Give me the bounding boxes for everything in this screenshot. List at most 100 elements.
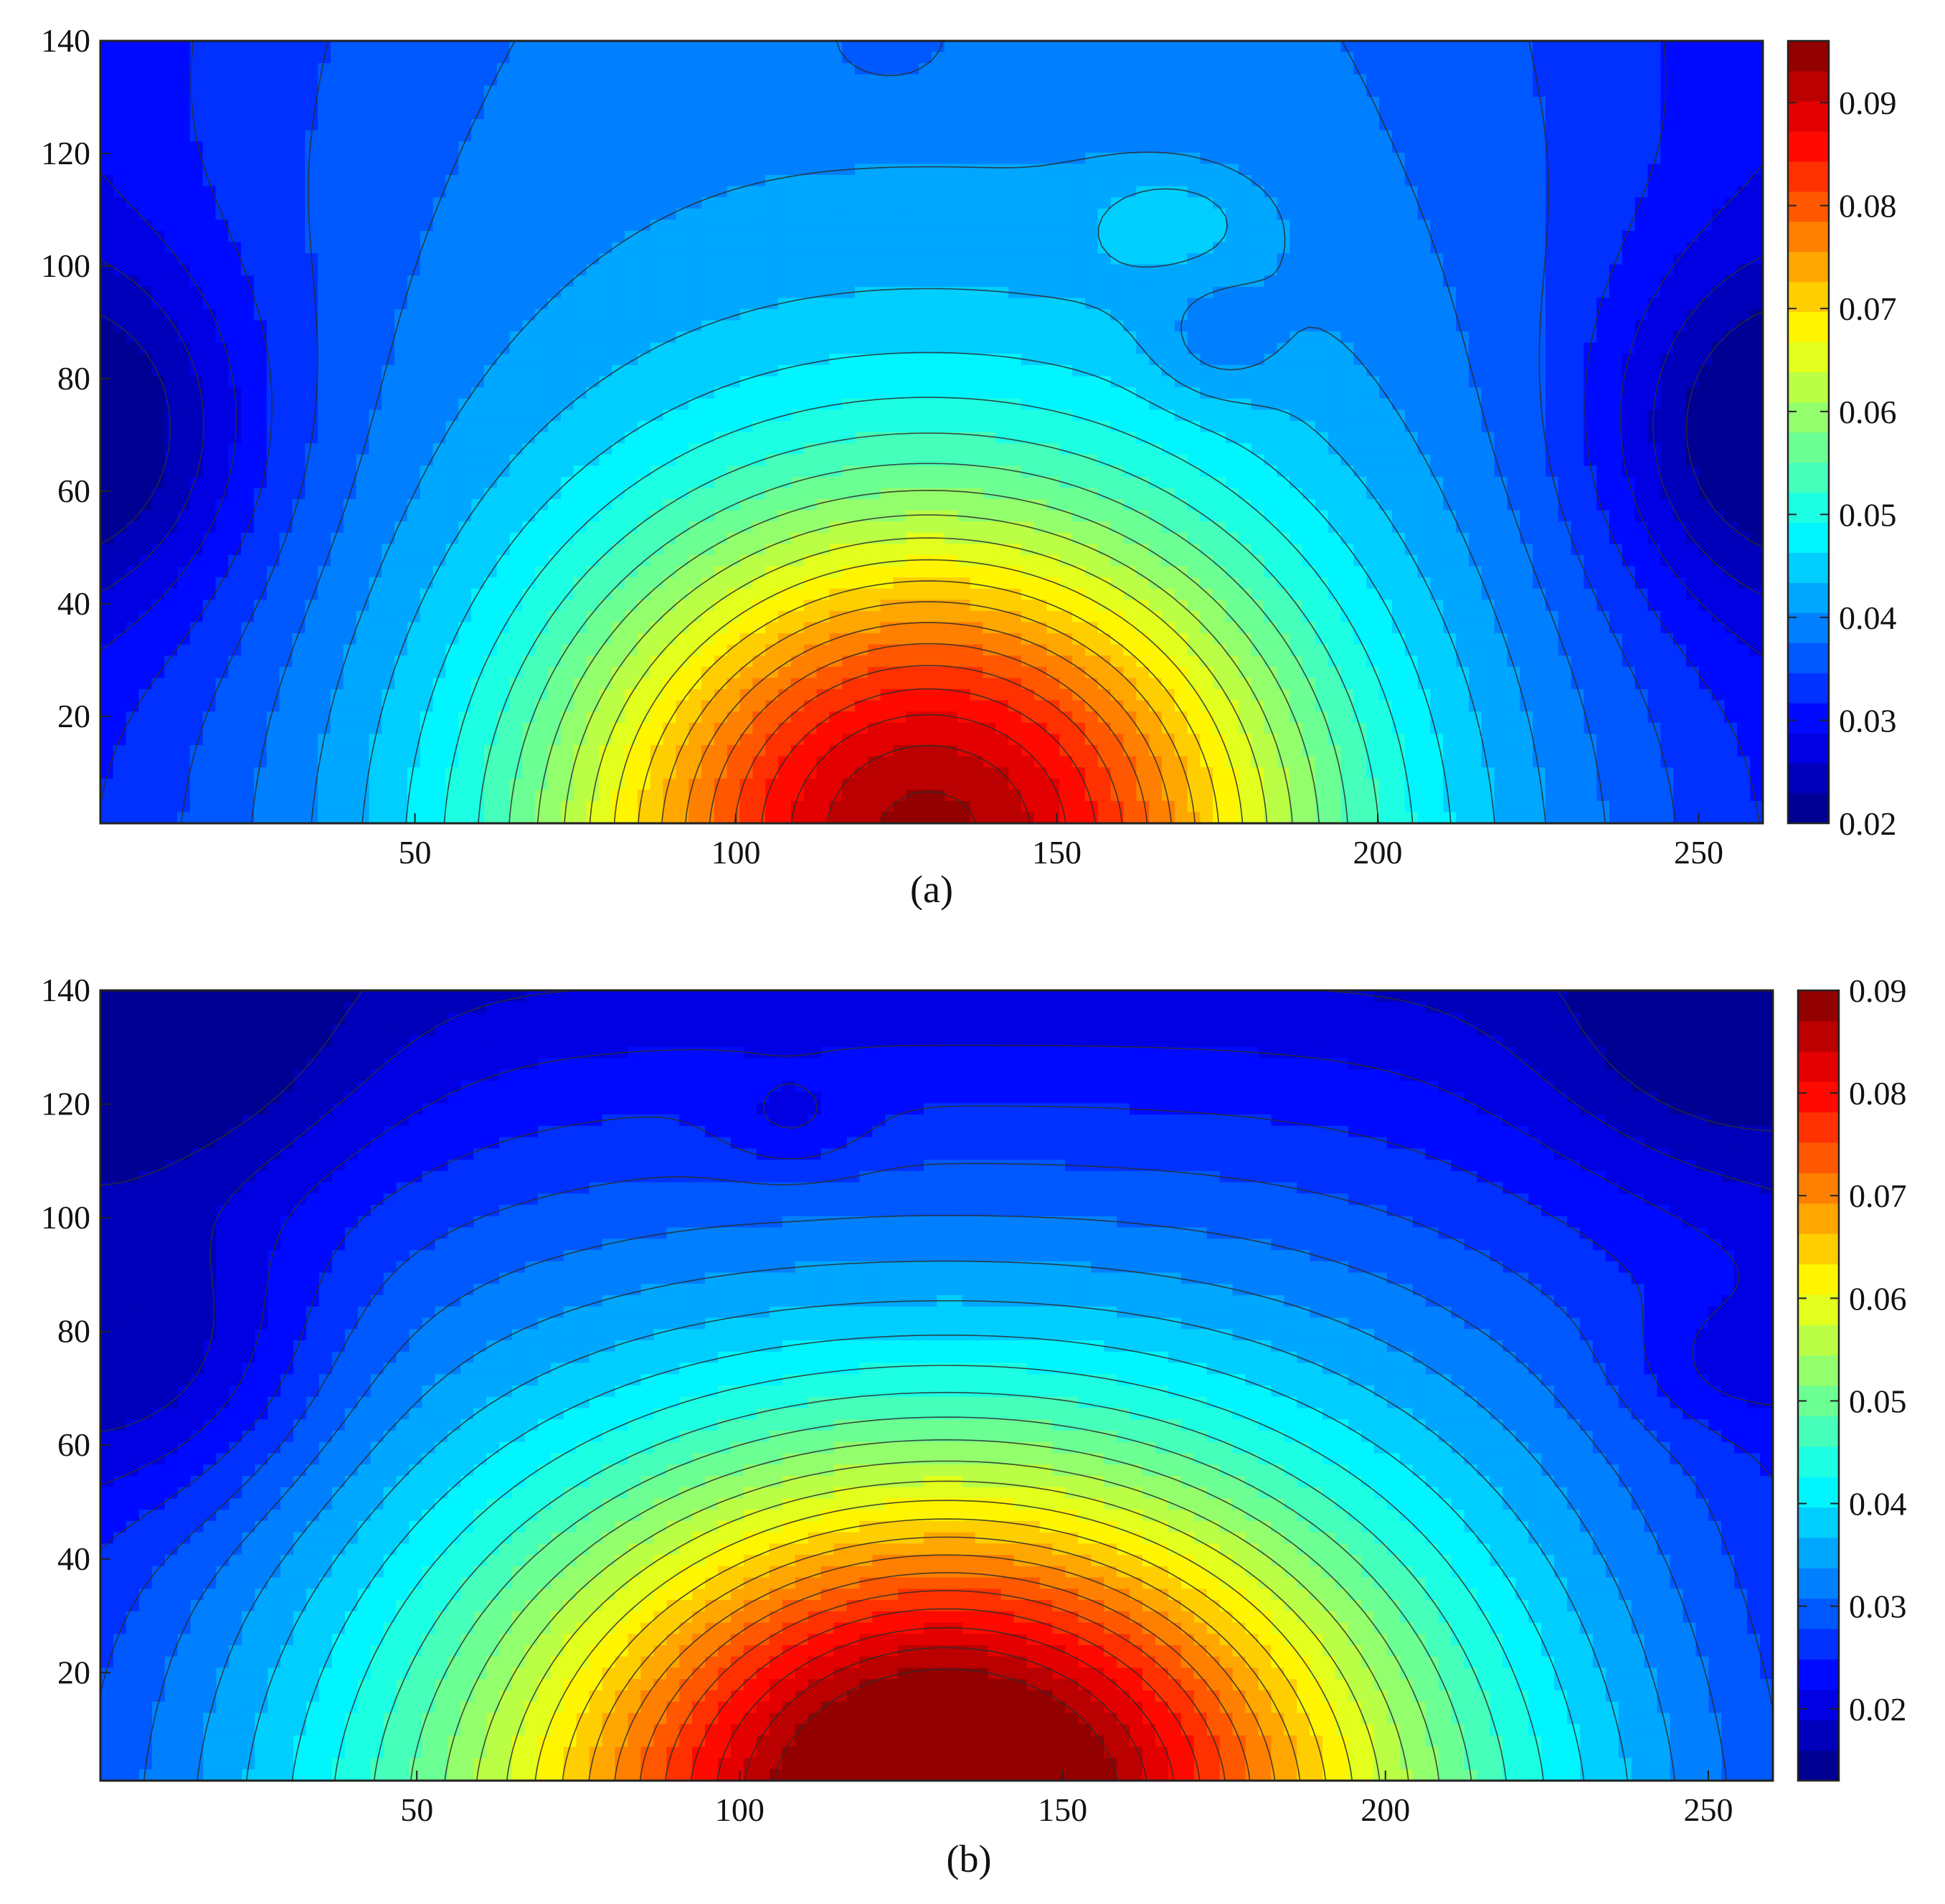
contour-cell — [1200, 231, 1213, 242]
contour-cell — [1482, 455, 1495, 466]
contour-cell — [1098, 186, 1111, 198]
contour-cell — [727, 164, 740, 175]
contour-cell — [1584, 331, 1596, 343]
contour-cell — [1239, 63, 1251, 75]
contour-cell — [267, 321, 280, 332]
contour-cell — [868, 175, 881, 186]
contour-cell — [1737, 75, 1750, 86]
contour-cell — [1136, 219, 1149, 231]
contour-cell — [1737, 119, 1750, 131]
contour-cell — [1251, 108, 1264, 120]
contour-cell — [1264, 41, 1277, 52]
contour-cell — [1648, 455, 1661, 466]
contour-cell — [1584, 265, 1596, 276]
contour-cell — [164, 63, 177, 75]
contour-cell — [1712, 409, 1725, 421]
contour-cell — [894, 365, 907, 376]
contour-cell — [1571, 354, 1584, 365]
contour-cell — [587, 343, 600, 354]
contour-cell — [1200, 409, 1213, 421]
contour-cell — [254, 455, 267, 466]
contour-cell — [970, 354, 983, 365]
contour-cell — [894, 321, 907, 332]
contour-cell — [241, 197, 254, 209]
contour-cell — [932, 85, 945, 97]
contour-cell — [1443, 253, 1456, 265]
contour-cell — [945, 421, 957, 432]
contour-cell — [1482, 197, 1495, 209]
contour-cell — [625, 253, 638, 265]
contour-cell — [625, 85, 638, 97]
contour-cell — [1302, 108, 1315, 120]
contour-cell — [855, 186, 868, 198]
contour-cell — [471, 399, 484, 410]
contour-cell — [1635, 455, 1648, 466]
contour-cell — [1660, 309, 1673, 321]
contour-cell — [151, 153, 164, 164]
contour-cell — [855, 287, 868, 298]
contour-cell — [817, 85, 830, 97]
contour-cell — [791, 41, 804, 52]
contour-cell — [1737, 421, 1750, 432]
contour-cell — [1353, 97, 1366, 108]
contour-cell — [1430, 119, 1443, 131]
contour-cell — [842, 275, 855, 287]
contour-cell — [1200, 298, 1213, 309]
contour-cell — [394, 399, 407, 410]
contour-cell — [894, 141, 907, 153]
contour-cell — [676, 365, 688, 376]
contour-cell — [842, 309, 855, 321]
contour-cell — [1315, 209, 1328, 220]
contour-cell — [587, 465, 600, 477]
contour-cell — [894, 354, 907, 365]
contour-cell — [957, 343, 970, 354]
contour-cell — [305, 287, 318, 298]
contour-cell — [113, 253, 126, 265]
contour-cell — [548, 253, 561, 265]
contour-cell — [1277, 175, 1289, 186]
contour-cell — [1136, 52, 1149, 64]
contour-cell — [1302, 253, 1315, 265]
contour-cell — [1712, 75, 1725, 86]
contour-cell — [688, 309, 701, 321]
contour-cell — [305, 153, 318, 164]
contour-cell — [1008, 409, 1021, 421]
contour-cell — [1226, 85, 1239, 97]
contour-cell — [164, 97, 177, 108]
contour-cell — [254, 52, 267, 64]
contour-cell — [1175, 275, 1188, 287]
contour-cell — [1392, 164, 1405, 175]
contour-cell — [842, 141, 855, 153]
contour-cell — [1495, 399, 1508, 410]
contour-cell — [791, 465, 804, 477]
contour-cell — [587, 331, 600, 343]
contour-cell — [1021, 108, 1034, 120]
contour-cell — [740, 219, 753, 231]
contour-cell — [254, 231, 267, 242]
contour-cell — [1059, 75, 1072, 86]
contour-cell — [804, 309, 817, 321]
contour-cell — [1609, 265, 1622, 276]
contour-cell — [445, 97, 458, 108]
contour-cell — [932, 63, 945, 75]
contour-cell — [1558, 164, 1571, 175]
contour-cell — [548, 197, 561, 209]
contour-cell — [995, 119, 1008, 131]
contour-cell — [599, 354, 612, 365]
contour-cell — [894, 119, 907, 131]
contour-cell — [752, 141, 765, 153]
contour-cell — [356, 108, 369, 120]
contour-cell — [331, 186, 344, 198]
contour-cell — [1085, 432, 1098, 444]
contour-cell — [548, 409, 561, 421]
contour-cell — [970, 141, 983, 153]
contour-cell — [420, 275, 433, 287]
contour-cell — [1712, 219, 1725, 231]
contour-cell — [1085, 209, 1098, 220]
contour-cell — [791, 52, 804, 64]
contour-cell — [1609, 186, 1622, 198]
contour-cell — [1136, 443, 1149, 455]
contour-cell — [407, 41, 420, 52]
contour-cell — [1341, 376, 1354, 388]
contour-cell — [344, 186, 356, 198]
